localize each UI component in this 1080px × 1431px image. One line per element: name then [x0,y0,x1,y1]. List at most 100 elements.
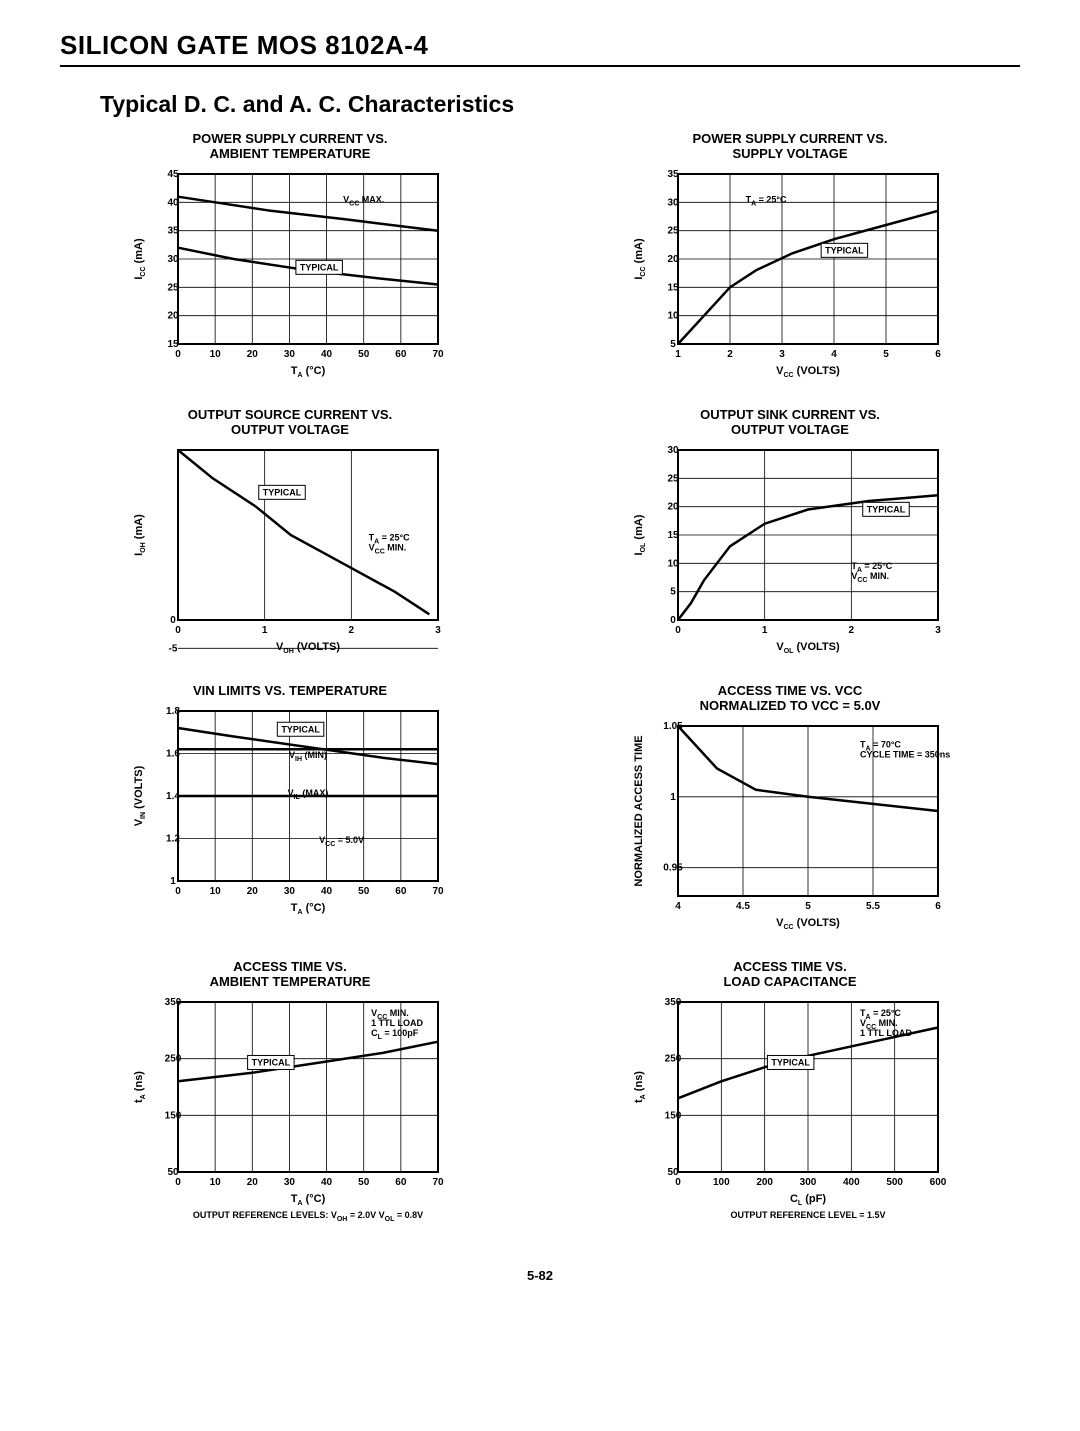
chart-c6: ACCESS TIME VS. VCCNORMALIZED TO VCC = 5… [570,684,1010,934]
svg-text:1: 1 [762,625,768,636]
svg-text:250: 250 [665,1053,682,1064]
svg-text:6: 6 [935,901,941,912]
svg-text:10: 10 [210,886,222,897]
svg-text:0: 0 [675,1177,681,1188]
svg-text:100: 100 [713,1177,730,1188]
svg-text:0: 0 [175,349,181,360]
svg-text:ICC (mA): ICC (mA) [633,238,647,280]
svg-text:OUTPUT REFERENCE LEVELS: VOH: OUTPUT REFERENCE LEVELS: VOH = 2.0V VOL … [193,1210,423,1223]
svg-text:25: 25 [667,473,679,484]
svg-text:5: 5 [670,339,676,350]
svg-text:VCC MIN.: VCC MIN. [851,571,889,584]
chart-c7: ACCESS TIME VS.AMBIENT TEMPERATURE010203… [70,960,510,1228]
svg-text:0: 0 [670,615,676,626]
chart-plot: 010020030040050060050150250350CL (pF)tA … [628,992,952,1228]
svg-text:1.2: 1.2 [166,833,180,844]
svg-text:OUTPUT REFERENCE LEVEL = 1.5V: OUTPUT REFERENCE LEVEL = 1.5V [730,1210,885,1220]
page-number: 5-82 [60,1268,1020,1283]
svg-text:0: 0 [175,886,181,897]
chart-plot: 01230-5-10-15-20-25-30VOH (VOLTS)IOH (mA… [128,440,452,658]
svg-text:TYPICAL: TYPICAL [300,262,339,272]
svg-text:VOH (VOLTS): VOH (VOLTS) [276,641,340,655]
svg-text:ICC (mA): ICC (mA) [133,238,147,280]
svg-text:TYPICAL: TYPICAL [771,1057,810,1067]
svg-text:30: 30 [284,1177,296,1188]
svg-text:400: 400 [843,1177,860,1188]
svg-text:VIL (MAX): VIL (MAX) [288,788,329,801]
svg-text:tA (ns): tA (ns) [133,1070,147,1102]
chart-plot: 01020304050607015202530354045TA (°C)ICC … [128,164,452,382]
svg-text:50: 50 [667,1167,679,1178]
svg-text:20: 20 [667,254,679,265]
svg-text:TYPICAL: TYPICAL [263,487,302,497]
svg-text:1: 1 [670,791,676,802]
svg-text:50: 50 [358,886,370,897]
header-rule [60,65,1020,67]
section-title: Typical D. C. and A. C. Characteristics [100,91,1020,118]
svg-text:VIH (MIN): VIH (MIN) [289,749,327,762]
page-header: SILICON GATE MOS 8102A-4 [60,30,1020,65]
svg-text:TA (°C): TA (°C) [291,365,326,379]
svg-text:200: 200 [756,1177,773,1188]
svg-text:25: 25 [167,282,179,293]
svg-text:10: 10 [210,349,222,360]
chart-title: ACCESS TIME VS. VCCNORMALIZED TO VCC = 5… [700,684,881,714]
svg-text:TYPICAL: TYPICAL [867,504,906,514]
svg-text:25: 25 [667,226,679,237]
svg-text:30: 30 [284,886,296,897]
svg-text:-5: -5 [169,643,178,654]
svg-text:5.5: 5.5 [866,901,880,912]
chart-c4: OUTPUT SINK CURRENT VS.OUTPUT VOLTAGE 0 1 2… [570,408,1010,658]
chart-title: VIN LIMITS VS. TEMPERATURE [193,684,387,699]
chart-plot: 1234565101520253035VCC (VOLTS)ICC (mA)TY… [628,164,952,382]
svg-text:TYPICAL: TYPICAL [281,724,320,734]
svg-text:VIN (VOLTS): VIN (VOLTS) [133,765,147,826]
svg-text:20: 20 [167,311,179,322]
svg-text:VOL (VOLTS): VOL (VOLTS) [776,641,840,655]
svg-text:60: 60 [395,349,407,360]
svg-text:TA (°C): TA (°C) [291,902,326,916]
svg-text:300: 300 [800,1177,817,1188]
svg-text:0: 0 [175,625,181,636]
svg-text:30: 30 [284,349,296,360]
svg-text:2: 2 [727,349,733,360]
svg-text:VCC MIN.: VCC MIN. [369,542,407,555]
chart-title: OUTPUT SINK CURRENT VS.OUTPUT VOLTAGE [700,408,880,438]
svg-text:2: 2 [849,625,855,636]
svg-text:5: 5 [883,349,889,360]
svg-text:1 TTL LOAD: 1 TTL LOAD [371,1018,423,1028]
svg-text:3: 3 [935,625,941,636]
svg-text:30: 30 [167,254,179,265]
svg-text:45: 45 [167,169,179,180]
svg-text:VCC = 5.0V: VCC = 5.0V [319,834,364,847]
svg-text:IOH (mA): IOH (mA) [133,514,147,556]
chart-title: ACCESS TIME VS.AMBIENT TEMPERATURE [210,960,371,990]
chart-plot: 44.555.560.9511.05VCC (VOLTS)NORMALIZED … [628,716,952,934]
svg-text:1.05: 1.05 [663,721,683,732]
svg-text:0: 0 [170,615,176,626]
chart-title: OUTPUT SOURCE CURRENT VS.OUTPUT VOLTAGE [188,408,392,438]
svg-text:60: 60 [395,1177,407,1188]
svg-text:20: 20 [247,886,259,897]
svg-text:150: 150 [665,1110,682,1121]
svg-text:60: 60 [395,886,407,897]
svg-text:NORMALIZED ACCESS TIME: NORMALIZED ACCESS TIME [633,735,645,886]
svg-text:1: 1 [170,876,176,887]
svg-text:70: 70 [432,1177,444,1188]
svg-text:20: 20 [247,349,259,360]
svg-text:350: 350 [665,997,682,1008]
svg-text:5: 5 [670,586,676,597]
svg-text:40: 40 [167,197,179,208]
svg-text:50: 50 [358,349,370,360]
svg-text:6: 6 [935,349,941,360]
svg-text:40: 40 [321,349,333,360]
svg-text:0: 0 [175,1177,181,1188]
svg-text:350: 350 [165,997,182,1008]
chart-plot: 01020304050607050150250350TA (°C)tA (ns)… [128,992,452,1228]
svg-text:150: 150 [165,1110,182,1121]
svg-text:3: 3 [435,625,441,636]
svg-text:VCC (VOLTS): VCC (VOLTS) [776,365,840,379]
svg-text:15: 15 [667,530,679,541]
svg-text:50: 50 [358,1177,370,1188]
svg-text:40: 40 [321,886,333,897]
